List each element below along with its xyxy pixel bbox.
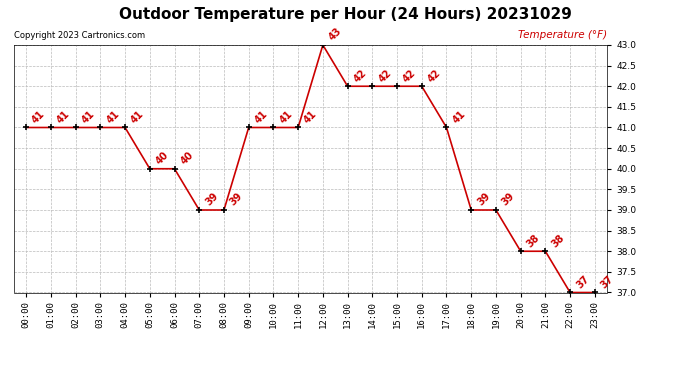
Text: 37: 37	[574, 274, 591, 290]
Text: 42: 42	[377, 68, 393, 84]
Text: 39: 39	[228, 191, 245, 208]
Text: 39: 39	[475, 191, 492, 208]
Text: 43: 43	[327, 26, 344, 43]
Text: 39: 39	[500, 191, 517, 208]
Text: 41: 41	[80, 109, 97, 125]
Text: 37: 37	[599, 274, 615, 290]
Text: Copyright 2023 Cartronics.com: Copyright 2023 Cartronics.com	[14, 31, 145, 40]
Text: 38: 38	[525, 232, 542, 249]
Text: 39: 39	[204, 191, 220, 208]
Text: 41: 41	[129, 109, 146, 125]
Text: Outdoor Temperature per Hour (24 Hours) 20231029: Outdoor Temperature per Hour (24 Hours) …	[119, 8, 571, 22]
Text: 42: 42	[401, 68, 418, 84]
Text: Temperature (°F): Temperature (°F)	[518, 30, 607, 40]
Text: 41: 41	[302, 109, 319, 125]
Text: 41: 41	[104, 109, 121, 125]
Text: 41: 41	[277, 109, 294, 125]
Text: 42: 42	[352, 68, 368, 84]
Text: 42: 42	[426, 68, 442, 84]
Text: 40: 40	[154, 150, 170, 166]
Text: 38: 38	[549, 232, 566, 249]
Text: 40: 40	[179, 150, 195, 166]
Text: 41: 41	[253, 109, 270, 125]
Text: 41: 41	[30, 109, 47, 125]
Text: 41: 41	[451, 109, 467, 125]
Text: 41: 41	[55, 109, 72, 125]
